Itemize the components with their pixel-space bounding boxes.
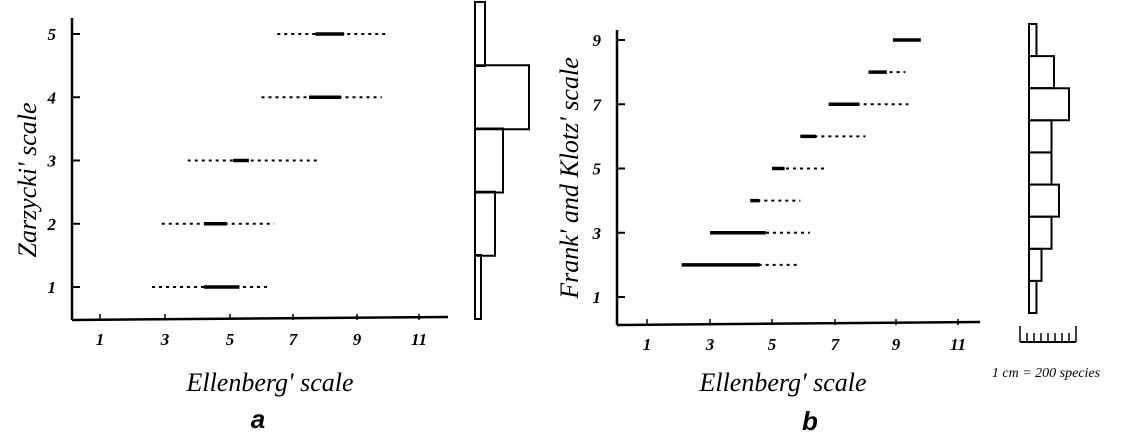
y-tick-label: 4 bbox=[47, 88, 57, 107]
panel-b-label: b bbox=[802, 406, 818, 435]
panel-b-histogram bbox=[1028, 23, 1070, 314]
panel-a-histogram bbox=[474, 1, 530, 320]
histogram-bar bbox=[1028, 23, 1038, 57]
panel-a-y-ticks: 1 2 3 4 5 bbox=[47, 25, 80, 297]
x-tick-label: 1 bbox=[96, 330, 105, 349]
x-tick-label: 11 bbox=[950, 335, 966, 354]
x-tick-label: 11 bbox=[411, 330, 427, 349]
scale-note: 1 cm = 200 species bbox=[992, 366, 1101, 381]
x-tick-label: 7 bbox=[831, 335, 841, 354]
histogram-bar bbox=[1028, 55, 1055, 90]
y-tick-label: 9 bbox=[593, 31, 602, 50]
histogram-bar bbox=[474, 1, 486, 67]
x-tick-label: 5 bbox=[768, 335, 777, 354]
histogram-bar bbox=[1028, 247, 1043, 282]
histogram-bar bbox=[474, 127, 504, 194]
x-axis-line bbox=[616, 320, 981, 327]
y-tick-label: 3 bbox=[47, 152, 57, 171]
histogram-bar bbox=[1028, 87, 1070, 122]
y-tick-label: 7 bbox=[593, 95, 603, 114]
histogram-bar bbox=[474, 254, 482, 320]
panel-b-axes bbox=[615, 30, 981, 327]
x-tick-label: 9 bbox=[353, 330, 362, 349]
y-tick-label: 5 bbox=[593, 160, 602, 179]
panel-a-x-axis-title: Ellenberg' scale bbox=[185, 368, 353, 397]
panel-b-x-axis-title: Ellenberg' scale bbox=[698, 368, 866, 397]
histogram-bar bbox=[1028, 183, 1060, 218]
histogram-bar bbox=[1028, 119, 1053, 154]
y-tick-label: 3 bbox=[592, 224, 602, 243]
histogram-bar bbox=[474, 64, 530, 131]
panel-a-x-ticks: 1 3 5 7 9 11 bbox=[96, 314, 427, 349]
panel-a-y-axis-title: Zarzycki' scale bbox=[13, 102, 42, 257]
histogram-bar bbox=[1028, 151, 1053, 186]
y-tick-label: 1 bbox=[593, 288, 602, 307]
histogram-bar bbox=[1028, 215, 1053, 250]
x-tick-label: 5 bbox=[226, 330, 235, 349]
panel-a-axes bbox=[70, 18, 449, 322]
panel-a-label: a bbox=[251, 404, 265, 434]
scale-bar bbox=[1019, 326, 1077, 343]
y-tick-label: 1 bbox=[48, 278, 57, 297]
x-tick-label: 3 bbox=[160, 330, 170, 349]
panel-b-y-axis-title: Frank' and Klotz' scale bbox=[555, 57, 584, 300]
histogram-bar bbox=[1028, 280, 1038, 314]
y-tick-label: 5 bbox=[48, 25, 57, 44]
x-tick-label: 1 bbox=[643, 335, 652, 354]
histogram-bar bbox=[474, 190, 496, 257]
x-tick-label: 7 bbox=[289, 330, 299, 349]
panel-b-ranges bbox=[681, 38, 921, 267]
x-axis-line bbox=[71, 315, 449, 322]
panel-a-ranges bbox=[152, 32, 388, 289]
panel-b-x-ticks: 1 3 5 7 9 11 bbox=[643, 319, 966, 354]
panel-a: 1 3 5 7 9 11 1 2 3 4 5 Ellenberg' scale Zarzycki'… bbox=[13, 1, 530, 434]
y-tick-label: 2 bbox=[47, 215, 57, 234]
x-tick-label: 3 bbox=[705, 335, 715, 354]
panel-b-y-ticks: 1 3 5 7 9 bbox=[592, 31, 625, 307]
x-tick-label: 9 bbox=[892, 335, 901, 354]
